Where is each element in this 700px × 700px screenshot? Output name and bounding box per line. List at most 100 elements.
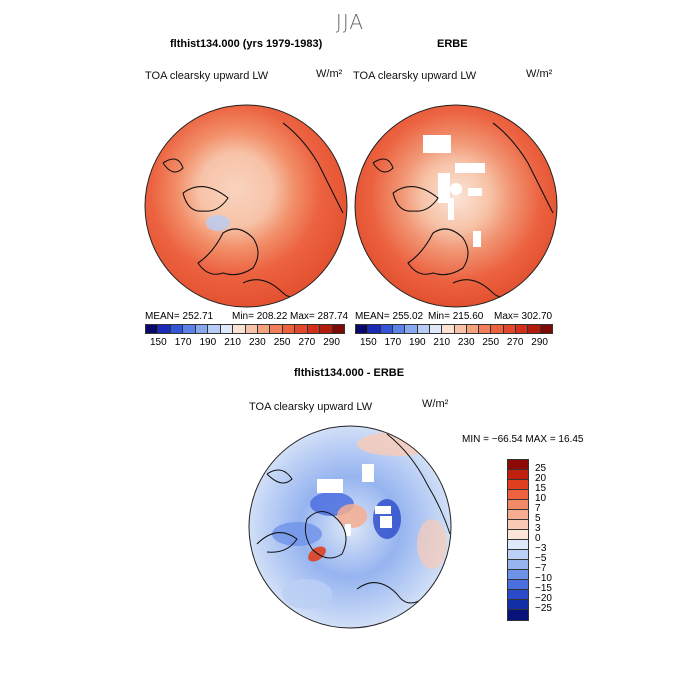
diff-colorbar-label: 3 bbox=[535, 523, 541, 534]
left-variable-label: TOA clearsky upward LW bbox=[145, 70, 269, 82]
colorbar-swatch bbox=[454, 325, 467, 333]
diff-coastline-siberia bbox=[386, 433, 451, 535]
diff-colorbar-swatch bbox=[508, 590, 528, 600]
left-mean-label: MEAN= 252.71 bbox=[145, 311, 214, 322]
diff-colorbar-swatch bbox=[508, 570, 528, 580]
colorbar-tick-label: 270 bbox=[506, 337, 524, 348]
right-panel-title: ERBE bbox=[437, 38, 468, 50]
colorbar-tick-label: 190 bbox=[408, 337, 426, 348]
right-mean-label: MEAN= 255.02 bbox=[355, 311, 424, 322]
left-map-border bbox=[144, 104, 348, 308]
season-title: JJA bbox=[335, 10, 365, 34]
colorbar-swatch bbox=[270, 325, 283, 333]
colorbar-swatch bbox=[295, 325, 308, 333]
colorbar-swatch bbox=[429, 325, 443, 333]
colorbar-tick-label: 170 bbox=[174, 337, 192, 348]
diff-colorbar-label: −15 bbox=[535, 583, 552, 594]
colorbar-swatch bbox=[195, 325, 209, 333]
diff-colorbar-swatch bbox=[508, 480, 528, 490]
right-min-label: Min= 215.60 bbox=[428, 311, 484, 322]
colorbar-swatch bbox=[245, 325, 258, 333]
colorbar-swatch bbox=[503, 325, 517, 333]
left-coastline-siberia bbox=[282, 122, 344, 214]
diff-colorbar-label: −3 bbox=[535, 543, 547, 554]
colorbar-swatch bbox=[417, 325, 430, 333]
diff-variable-label: TOA clearsky upward LW bbox=[249, 401, 373, 413]
right-coastline-alaska bbox=[372, 158, 394, 173]
right-field bbox=[355, 105, 557, 307]
diff-map-border bbox=[248, 425, 452, 629]
colorbar-tick-label: 250 bbox=[482, 337, 500, 348]
diff-colorbar-label: −7 bbox=[535, 563, 547, 574]
diff-colorbar bbox=[507, 459, 529, 621]
colorbar-tick-label: 250 bbox=[273, 337, 291, 348]
colorbar-swatch bbox=[516, 325, 529, 333]
colorbar-swatch bbox=[233, 325, 246, 333]
colorbar-tick-label: 190 bbox=[199, 337, 217, 348]
diff-colorbar-label: 15 bbox=[535, 483, 547, 494]
left-panel-title: flthist134.000 (yrs 1979-1983) bbox=[170, 38, 323, 50]
diff-coastline-alaska bbox=[266, 469, 293, 484]
left-units-label: W/m² bbox=[316, 68, 343, 80]
left-min-label: Min= 208.22 bbox=[232, 311, 288, 322]
diff-colorbar-swatch bbox=[508, 490, 528, 500]
colorbar-swatch bbox=[183, 325, 196, 333]
colorbar-swatch bbox=[356, 325, 369, 333]
diff-colorbar-label: 20 bbox=[535, 473, 547, 484]
diff-colorbar-label: −20 bbox=[535, 593, 552, 604]
colorbar-swatch bbox=[491, 325, 504, 333]
colorbar-swatch bbox=[405, 325, 418, 333]
diff-colorbar-swatch bbox=[508, 500, 528, 510]
diff-colorbar-label: 25 bbox=[535, 463, 547, 474]
left-max-label: Max= 287.74 bbox=[290, 311, 349, 322]
diff-panel-title: flthist134.000 - ERBE bbox=[294, 367, 405, 379]
diff-colorbar-label: 7 bbox=[535, 503, 541, 514]
right-colorbar-ticks: 150 170 190 210 230 250 270 290 bbox=[360, 337, 548, 348]
colorbar-swatch bbox=[146, 325, 159, 333]
diff-coastline-europe bbox=[356, 582, 423, 604]
diff-colorbar-swatch bbox=[508, 600, 528, 610]
diff-colorbar-label: 5 bbox=[535, 513, 541, 524]
colorbar-swatch bbox=[220, 325, 234, 333]
diff-colorbar-swatch bbox=[508, 550, 528, 560]
left-colorbar-ticks: 150 170 190 210 230 250 270 290 bbox=[150, 337, 340, 348]
colorbar-swatch bbox=[442, 325, 455, 333]
colorbar-tick-label: 230 bbox=[457, 337, 475, 348]
diff-colorbar-labels: 25 20 15 10 7 5 3 0 −3 −5 −7 −10 −15 −20 −25 bbox=[535, 464, 552, 614]
colorbar-tick-label: 290 bbox=[323, 337, 340, 348]
right-coastline-greenland bbox=[407, 228, 469, 276]
colorbar-tick-label: 290 bbox=[531, 337, 548, 348]
right-missing-data bbox=[423, 135, 485, 247]
colorbar-swatch bbox=[380, 325, 393, 333]
diff-coastline-canada bbox=[256, 532, 298, 553]
colorbar-swatch bbox=[208, 325, 221, 333]
colorbar-swatch bbox=[320, 325, 333, 333]
diff-colorbar-swatch bbox=[508, 540, 528, 550]
colorbar-swatch bbox=[479, 325, 492, 333]
colorbar-tick-label: 150 bbox=[150, 337, 167, 348]
colorbar-swatch bbox=[392, 325, 406, 333]
colorbar-swatch bbox=[540, 325, 552, 333]
left-colorbar bbox=[145, 324, 345, 334]
colorbar-swatch bbox=[257, 325, 271, 333]
diff-colorbar-label: −5 bbox=[535, 553, 547, 564]
left-coastline-alaska bbox=[162, 158, 184, 173]
left-coastline-arctic-islands bbox=[182, 186, 229, 212]
colorbar-tick-label: 230 bbox=[249, 337, 266, 348]
diff-units-label: W/m² bbox=[422, 398, 449, 410]
diff-coastline-greenland bbox=[304, 511, 347, 559]
diff-colorbar-swatch bbox=[508, 560, 528, 570]
colorbar-swatch bbox=[307, 325, 321, 333]
diff-polar-map bbox=[248, 425, 452, 629]
colorbar-swatch bbox=[368, 325, 381, 333]
diff-minmax-label: MIN = −66.54 MAX = 16.45 bbox=[462, 434, 584, 445]
left-coastline-greenland bbox=[197, 228, 259, 276]
colorbar-swatch bbox=[282, 325, 296, 333]
diff-colorbar-label: −25 bbox=[535, 603, 552, 614]
colorbar-swatch bbox=[528, 325, 541, 333]
left-cold-patch bbox=[206, 215, 230, 231]
diff-colorbar-swatch bbox=[508, 460, 528, 470]
diff-colorbar-swatch bbox=[508, 530, 528, 540]
diff-colorbar-label: 0 bbox=[535, 533, 541, 544]
diff-missing-data bbox=[317, 464, 392, 536]
